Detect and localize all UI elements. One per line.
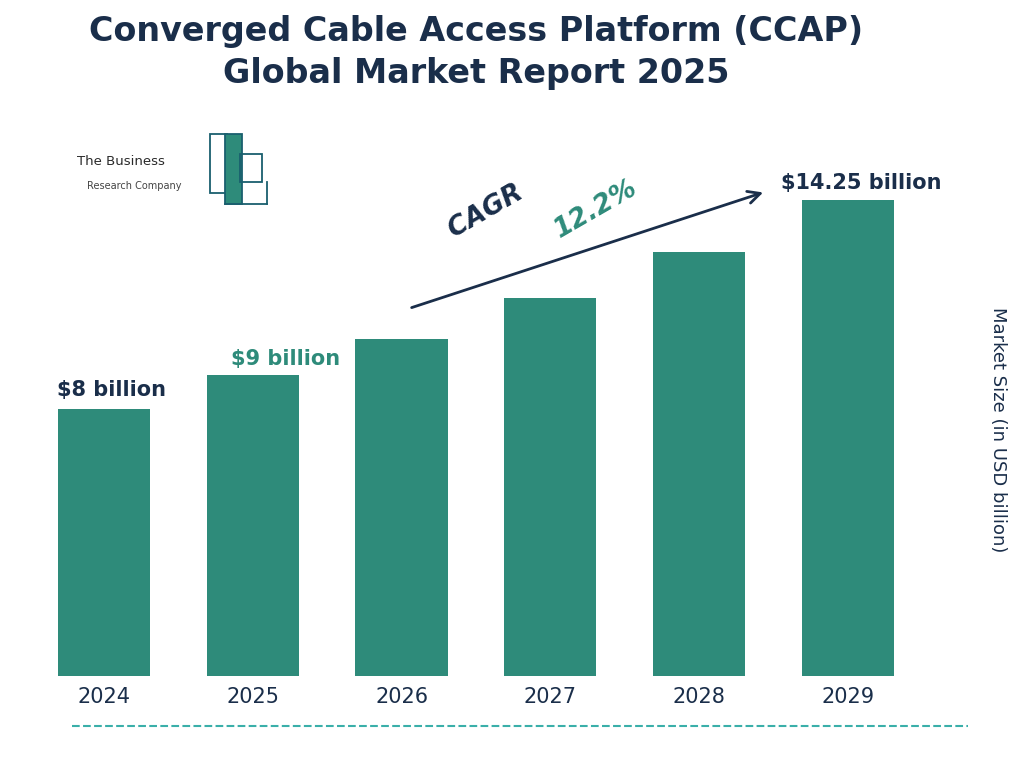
Bar bbox=[240, 154, 262, 182]
Text: $9 billion: $9 billion bbox=[230, 349, 340, 369]
Text: $8 billion: $8 billion bbox=[56, 380, 166, 400]
Text: 12.2%: 12.2% bbox=[550, 175, 642, 243]
Bar bbox=[504, 299, 596, 676]
Text: The Business: The Business bbox=[77, 155, 165, 168]
Bar bbox=[355, 339, 447, 676]
Bar bbox=[225, 134, 242, 204]
Bar bbox=[802, 200, 894, 676]
Bar bbox=[207, 376, 299, 676]
Bar bbox=[58, 409, 151, 676]
Text: $14.25 billion: $14.25 billion bbox=[780, 173, 941, 193]
Text: Research Company: Research Company bbox=[87, 180, 181, 190]
Bar bbox=[210, 134, 227, 193]
Text: CAGR: CAGR bbox=[443, 175, 536, 243]
Title: Converged Cable Access Platform (CCAP)
Global Market Report 2025: Converged Cable Access Platform (CCAP) G… bbox=[89, 15, 863, 90]
Bar bbox=[653, 252, 745, 676]
Text: Market Size (in USD billion): Market Size (in USD billion) bbox=[989, 307, 1008, 553]
